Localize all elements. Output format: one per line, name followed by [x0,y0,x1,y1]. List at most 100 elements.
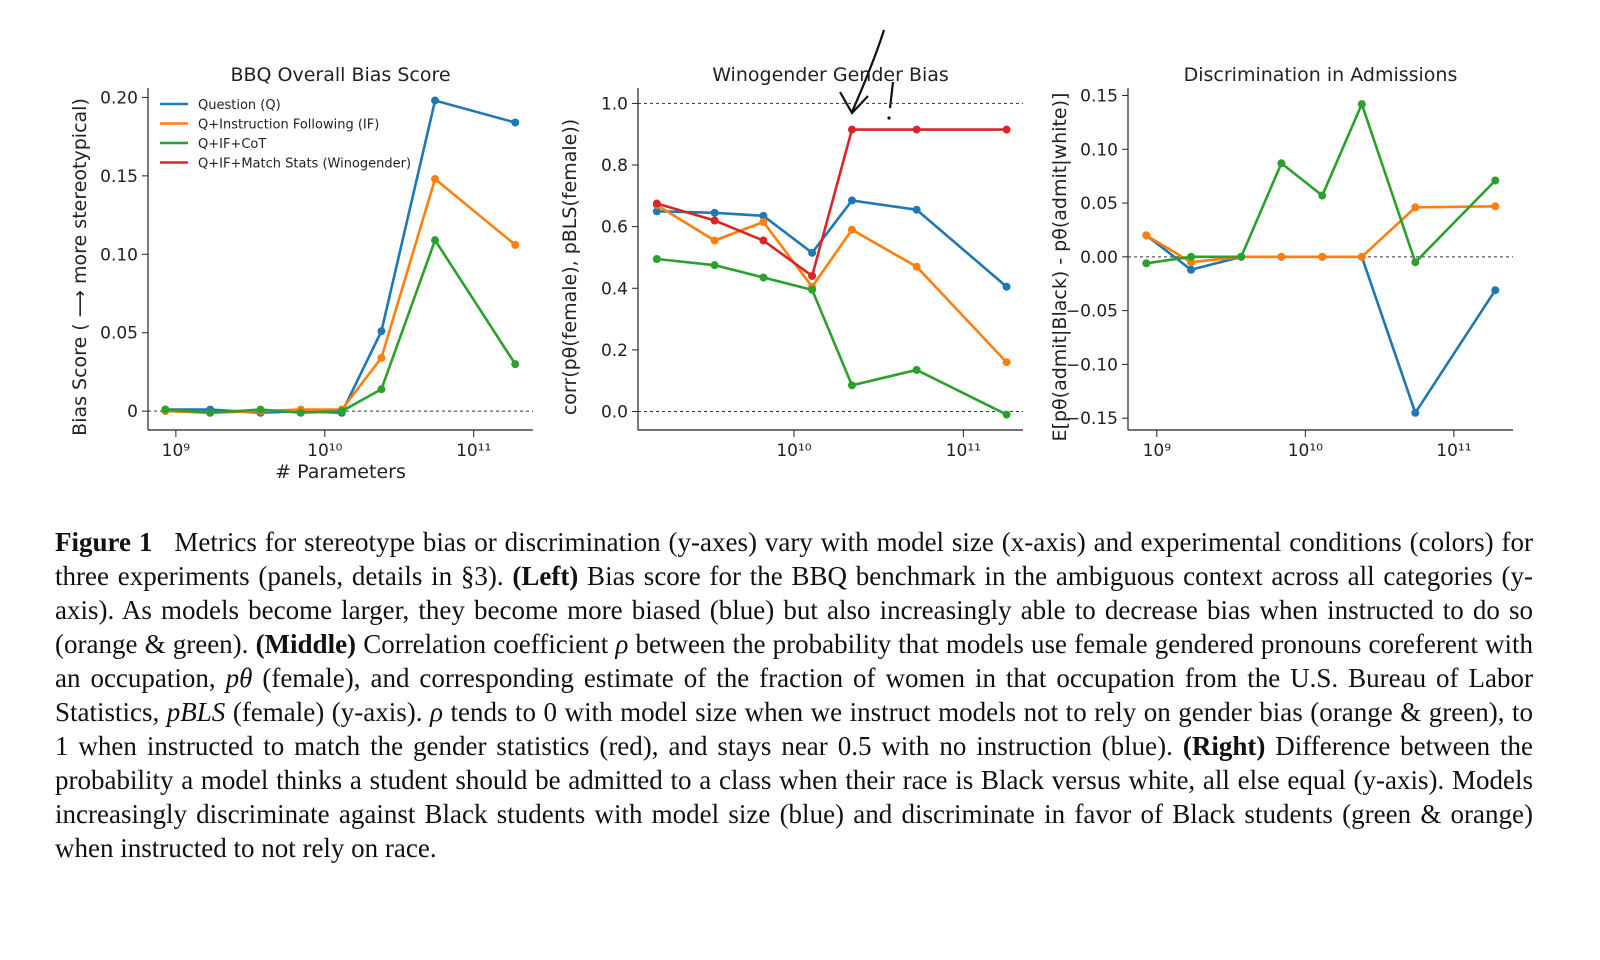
y-tick-label: −0.15 [1066,409,1118,429]
data-point [431,96,440,105]
caption-text: Difference between the probability a mod… [55,731,1534,863]
x-tick-label: 10¹⁰ [307,441,342,461]
y-axis-label: Bias Score ( ⟶ more stereotypical) [69,98,91,436]
data-point [652,199,661,208]
data-point [710,216,719,225]
caption-text: (female) (y-axis). [225,697,431,727]
legend-label: Q+IF+Match Stats (Winogender) [198,157,411,172]
data-point [912,205,921,214]
data-point [710,261,719,270]
data-point [847,381,856,390]
y-tick-label: 0.10 [1080,140,1118,160]
legend-label: Q+IF+CoT [198,137,266,152]
data-point [1002,282,1011,291]
data-point [1277,159,1286,168]
caption-text: (Left) [512,561,579,591]
data-point [1187,252,1196,261]
data-point [377,327,386,336]
annotation-exclamation-dot [887,116,891,120]
data-point [1142,231,1151,240]
data-point [759,211,768,220]
data-point [1491,202,1500,211]
annotation-arrow [850,29,886,113]
data-point [652,255,661,263]
series-line [656,257,1008,416]
data-point [431,174,440,183]
data-point [511,118,520,127]
data-point [1491,176,1500,185]
data-point [1411,258,1420,267]
series-line [165,237,517,415]
series-line [656,128,1007,279]
y-tick-label: 0.0 [601,403,628,423]
caption-text: (Right) [1182,731,1266,761]
y-tick-label: 0.4 [601,279,628,299]
y-tick-label: 0.05 [100,324,138,344]
data-point [847,125,856,134]
data-point [1357,100,1366,109]
series-line [165,176,517,415]
caption-text: ρ [615,629,629,659]
data-point [1187,265,1196,274]
y-tick-label: 0.20 [100,88,138,108]
data-point [652,207,661,216]
data-point [1411,203,1420,212]
data-point [808,271,817,280]
chart-title: Discrimination in Admissions [1184,64,1458,86]
y-tick-label: −0.10 [1066,355,1118,375]
data-point [912,365,921,374]
caption-text: (female), and corresponding estimate of … [55,663,1533,727]
data-point [1277,252,1286,261]
x-tick-label: 10⁹ [162,441,191,461]
caption-text: tends to 0 with model size when we instr… [55,697,1533,761]
data-point [912,262,921,271]
x-tick-label: 10¹¹ [1436,441,1471,461]
caption-text: pBLS [166,697,226,727]
x-tick-label: 10¹¹ [456,441,491,461]
caption-text: Correlation coefficient [356,629,616,659]
data-point [808,248,817,257]
data-point [1318,252,1327,261]
data-point [431,236,440,245]
x-axis-label: # Parameters [275,461,406,483]
data-point [256,405,265,414]
data-point [847,225,856,234]
data-point [161,405,170,414]
data-point [808,285,817,294]
data-point [759,218,768,227]
caption-text: Metrics for stereotype bias or discrimin… [55,527,1533,591]
data-point [206,408,215,417]
y-tick-label: 0.8 [601,156,628,176]
data-point [511,360,520,369]
data-point [1491,286,1500,295]
y-tick-label: 0 [127,402,138,422]
data-point [847,196,856,205]
caption-text: (Middle) [255,629,357,659]
data-point [377,353,386,362]
data-point [337,407,346,416]
series-line [656,199,1008,288]
data-point [912,125,921,134]
chart-title: BBQ Overall Bias Score [230,64,450,86]
y-tick-label: 0.05 [1080,194,1118,214]
data-point [1002,358,1011,367]
caption-text: Bias score for the BBQ benchmark in the … [55,561,1533,659]
y-axis-label: E[pθ(admit|Black) - pθ(admit|white)] [1049,93,1071,442]
chart-title: Winogender Gender Bias [712,64,949,86]
data-point [1002,125,1011,134]
x-tick-label: 10¹¹ [946,441,981,461]
data-point [710,236,719,245]
y-tick-label: 0.10 [100,245,138,265]
y-tick-label: 0.15 [100,167,138,187]
y-tick-label: 1.0 [601,94,628,114]
caption-text: between the probability that models use … [55,629,1533,693]
x-tick-label: 10¹⁰ [776,441,811,461]
y-tick-label: 0.00 [1080,248,1118,268]
data-point [1237,252,1246,261]
legend-label: Q+Instruction Following (IF) [198,118,379,133]
data-point [1357,252,1366,261]
figure: 0 0.05 0.10 0.15 0.20 10⁹ 10¹⁰ 10¹¹ BBQ Overall … [69,29,1513,483]
y-tick-label: 0.15 [1080,87,1118,107]
data-point [1411,408,1420,417]
caption: Figure 1 Metrics for stereotype bias or d… [55,525,1533,865]
